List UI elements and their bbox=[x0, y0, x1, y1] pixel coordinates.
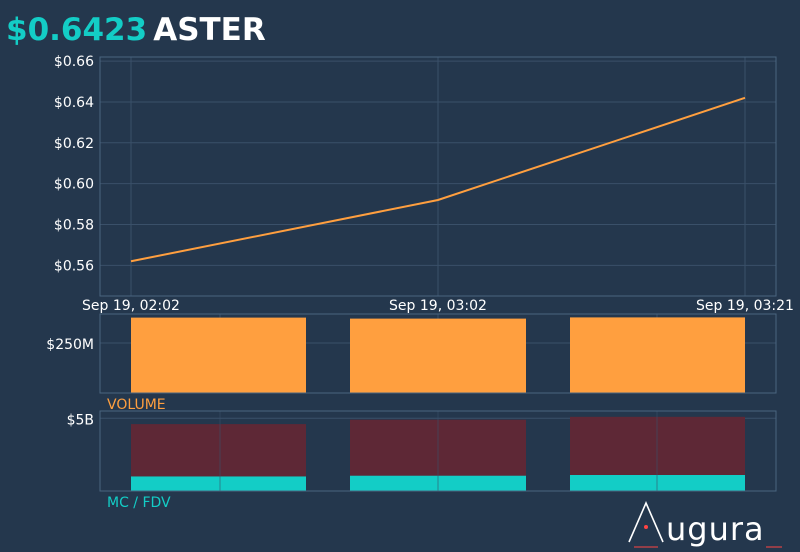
price-y-tick-label: $0.66 bbox=[54, 54, 94, 70]
ticker-symbol: ASTER bbox=[153, 12, 266, 48]
price-panel-frame bbox=[99, 56, 777, 297]
x-tick-label: Sep 19, 03:02 bbox=[389, 298, 487, 314]
x-tick-label: Sep 19, 03:21 bbox=[696, 298, 794, 314]
price-y-tick-label: $0.64 bbox=[54, 95, 94, 111]
price-y-tick-label: $0.58 bbox=[54, 218, 94, 234]
price-y-tick-label: $0.56 bbox=[54, 258, 94, 274]
mc-fdv-label: MC / FDV bbox=[107, 495, 171, 511]
volume-bar bbox=[131, 317, 306, 393]
price-y-tick-label: $0.60 bbox=[54, 177, 94, 193]
mc-bar bbox=[131, 476, 306, 491]
mc-fdv-y-tick-label: $5B bbox=[67, 412, 94, 428]
volume-bar bbox=[570, 317, 745, 393]
mc-fdv-panel-frame bbox=[99, 410, 777, 492]
volume-bar bbox=[350, 318, 526, 393]
price-value: $0.6423 bbox=[6, 12, 148, 48]
logo-text: ugura bbox=[666, 510, 765, 548]
chart-header: $0.6423 ASTER bbox=[6, 12, 266, 56]
volume-panel-frame bbox=[99, 313, 777, 394]
x-tick-label: Sep 19, 02:02 bbox=[82, 298, 180, 314]
price-y-tick-label: $0.62 bbox=[54, 136, 94, 152]
volume-label: VOLUME bbox=[107, 397, 166, 413]
augura-logo-icon bbox=[628, 500, 782, 548]
volume-y-tick-label: $250M bbox=[46, 337, 94, 353]
